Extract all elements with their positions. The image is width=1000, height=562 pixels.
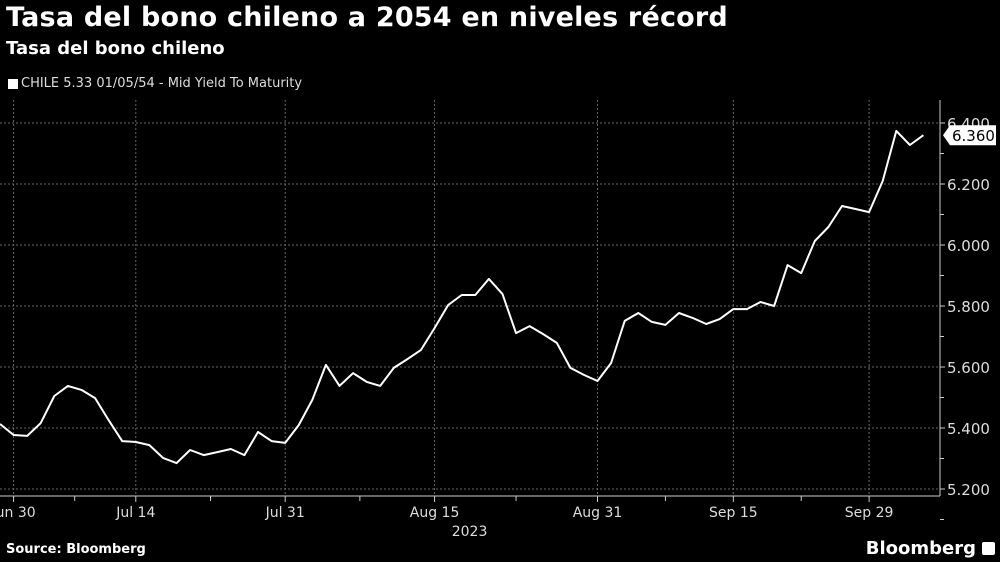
chart-title: Tasa del bono chileno a 2054 en niveles …	[6, 2, 728, 33]
legend-swatch	[8, 78, 18, 89]
bloomberg-logo: Bloomberg	[865, 538, 976, 559]
y-tick-label: 6.200	[947, 176, 990, 194]
x-tick-label: Sep 29	[845, 505, 894, 521]
last-value-badge	[943, 125, 996, 146]
source-note: Source: Bloomberg	[6, 542, 146, 557]
legend: CHILE 5.33 01/05/54 - Mid Yield To Matur…	[8, 76, 302, 91]
x-tick-label: Aug 15	[410, 505, 460, 521]
x-tick-label: Jul 31	[265, 505, 305, 521]
y-tick-label: 5.800	[947, 298, 990, 316]
y-tick-label: 5.400	[947, 420, 990, 438]
x-year-label: 2023	[452, 524, 488, 540]
y-tick-label: 6.000	[947, 237, 990, 255]
x-tick-label: Jun 30	[0, 505, 36, 521]
y-tick-label: 5.600	[947, 359, 990, 377]
last-value-label: 6.360	[952, 127, 995, 145]
bloomberg-chart-icon	[982, 542, 995, 555]
y-tick-label: 5.200	[947, 481, 990, 499]
x-tick-label: Sep 15	[709, 505, 758, 521]
x-tick-label: Jul 14	[115, 505, 155, 521]
legend-label: CHILE 5.33 01/05/54 - Mid Yield To Matur…	[21, 76, 303, 91]
x-tick-label: Aug 31	[573, 505, 623, 521]
chart-subtitle: Tasa del bono chileno	[6, 38, 225, 59]
series-line	[0, 129, 924, 465]
